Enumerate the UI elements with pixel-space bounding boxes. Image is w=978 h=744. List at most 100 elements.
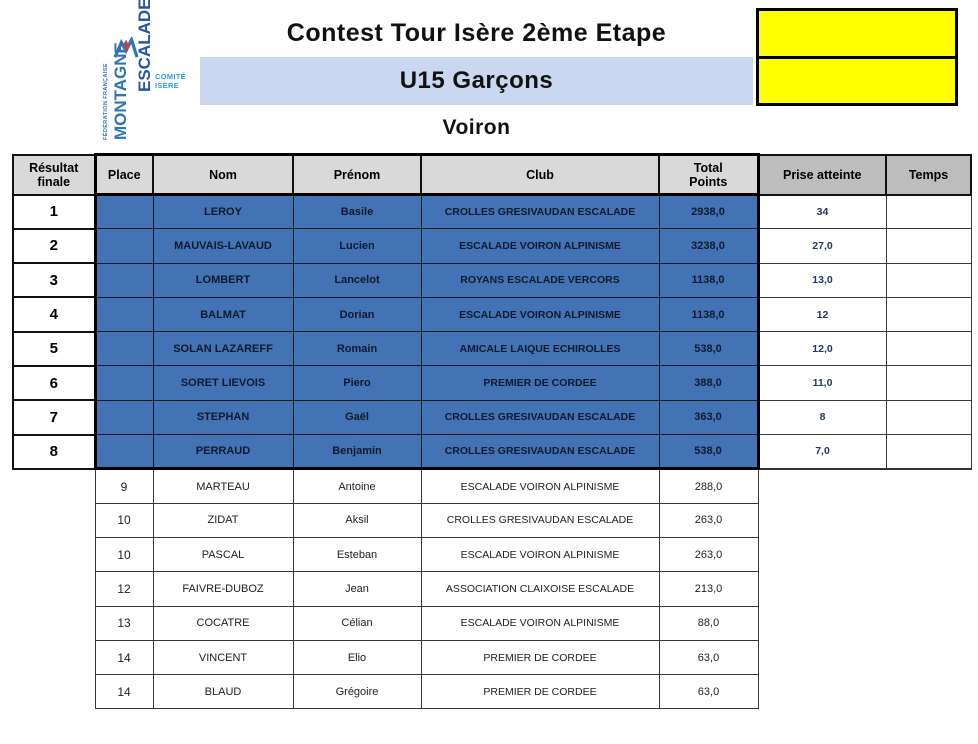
table-row: 8 PERRAUD Benjamin CROLLES GRESIVAUDAN ESCA…	[12, 433, 972, 471]
cell-club: PREMIER DE CORDEE	[420, 639, 660, 676]
logo-committee-line1: COMITÉ	[155, 72, 186, 81]
cell-resultat: 7	[12, 399, 96, 436]
cell-place	[93, 331, 154, 367]
cell-prenom: Jean	[292, 571, 422, 607]
cell-place	[93, 228, 154, 264]
cell-extra-empty	[758, 606, 971, 640]
cell-place	[93, 296, 154, 333]
cell-prenom: Gaël	[292, 399, 422, 436]
cell-nom: PASCAL	[152, 536, 294, 573]
cell-total: 63,0	[658, 639, 759, 676]
cell-prenom: Esteban	[292, 536, 422, 573]
results-table: Résultat finale Place Nom Prénom Club To…	[12, 153, 972, 710]
table-row: 5 SOLAN LAZAREFF Romain AMICALE LAIQUE ECHI…	[12, 330, 972, 367]
cell-nom: STEPHAN	[152, 399, 294, 436]
cell-prenom: Basile	[292, 193, 422, 230]
cell-resultat: 3	[12, 262, 96, 299]
col-header-place: Place	[93, 153, 154, 196]
cell-resultat-empty	[13, 572, 95, 606]
cell-place	[93, 193, 154, 230]
cell-club: PREMIER DE CORDEE	[420, 674, 660, 710]
logo-escalade-label: ESCALADE	[135, 0, 154, 92]
cell-prise: 11,0	[757, 365, 887, 401]
cell-club: CROLLES GRESIVAUDAN ESCALADE	[420, 193, 660, 230]
cell-prenom: Piero	[292, 365, 422, 401]
cell-prise: 34	[757, 193, 887, 230]
cell-prenom: Romain	[292, 331, 422, 367]
cell-place: 10	[94, 536, 154, 573]
cell-temps	[885, 228, 972, 264]
cell-total: 2938,0	[658, 193, 760, 230]
cell-place: 14	[94, 674, 154, 710]
cell-club: ESCALADE VOIRON ALPINISME	[420, 605, 660, 641]
cell-resultat-empty	[13, 537, 95, 571]
mountain-logo-icon	[111, 35, 141, 64]
col-header-temps: Temps	[885, 153, 972, 196]
table-row: 7 STEPHAN Gaël CROLLES GRESIVAUDAN ESCALADE…	[12, 399, 972, 436]
cell-club: CROLLES GRESIVAUDAN ESCALADE	[420, 399, 660, 436]
cell-total: 263,0	[658, 536, 759, 573]
cell-nom: PERRAUD	[152, 434, 294, 471]
cell-resultat-empty	[13, 469, 95, 503]
cell-total: 538,0	[658, 331, 760, 367]
cell-resultat: 6	[12, 364, 96, 402]
yellow-cell-bottom	[759, 58, 955, 103]
cell-total: 3238,0	[658, 228, 760, 264]
table-row: 6 SORET LIEVOIS Piero PREMIER DE CORDEE 388,…	[12, 364, 972, 402]
cell-extra-empty	[758, 675, 971, 709]
table-row: 9 MARTEAU Antoine ESCALADE VOIRON ALPINISME…	[13, 468, 971, 504]
col-header-nom: Nom	[152, 153, 294, 196]
cell-resultat: 2	[12, 227, 96, 265]
cell-nom: COCATRE	[152, 605, 294, 641]
cell-resultat: 1	[12, 193, 96, 230]
cell-total: 213,0	[658, 571, 759, 607]
yellow-cells	[756, 8, 958, 106]
cell-resultat: 8	[12, 433, 96, 470]
table-row: 14 BLAUD Grégoire PREMIER DE CORDEE 63,0	[13, 674, 971, 710]
cell-extra-empty	[758, 572, 971, 606]
col-header-prenom: Prénom	[292, 153, 422, 196]
cell-total: 388,0	[658, 365, 760, 401]
table-row: 14 VINCENT Elio PREMIER DE CORDEE 63,0	[13, 639, 971, 676]
cell-nom: LEROY	[152, 193, 294, 230]
cell-place: 14	[94, 639, 154, 676]
cell-total: 288,0	[658, 468, 759, 504]
table-row: 1 LEROY Basile CROLLES GRESIVAUDAN ESCALADE…	[12, 193, 972, 230]
table-row: 4 BALMAT Dorian ESCALADE VOIRON ALPINISME 11…	[12, 296, 972, 333]
cell-nom: LOMBERT	[152, 262, 294, 298]
yellow-cell-top	[759, 11, 955, 59]
cell-total: 363,0	[658, 399, 760, 436]
cell-extra-empty	[758, 469, 971, 503]
cell-temps	[885, 331, 972, 367]
venue-title: Voiron	[442, 115, 511, 139]
cell-prise: 12,0	[757, 331, 887, 367]
cell-prenom: Lancelot	[292, 262, 422, 298]
cell-club: ASSOCIATION CLAIXOISE ESCALADE	[420, 571, 660, 607]
cell-resultat-empty	[13, 675, 95, 709]
cell-club: ESCALADE VOIRON ALPINISME	[420, 536, 660, 573]
page-title: Contest Tour Isère 2ème Etape	[286, 19, 667, 47]
logo-montagne-label: MONTAGNE	[111, 42, 130, 140]
cell-prenom: Lucien	[292, 228, 422, 264]
cell-club: ESCALADE VOIRON ALPINISME	[420, 468, 660, 504]
results-table-body: 1 LEROY Basile CROLLES GRESIVAUDAN ESCALADE…	[12, 193, 972, 710]
cell-total: 88,0	[658, 605, 759, 641]
cell-nom: FAIVRE-DUBOZ	[152, 571, 294, 607]
cell-total: 1138,0	[658, 296, 760, 333]
table-row: 13 COCATRE Célian ESCALADE VOIRON ALPINISME…	[13, 605, 971, 641]
cell-nom: ZIDAT	[152, 502, 294, 538]
results-table-header: Résultat finale Place Nom Prénom Club To…	[12, 153, 972, 196]
cell-extra-empty	[758, 640, 971, 674]
header-row: Résultat finale Place Nom Prénom Club To…	[12, 153, 972, 196]
cell-prise: 27,0	[757, 228, 887, 264]
col-header-total-points: Total Points	[658, 153, 760, 196]
cell-prenom: Antoine	[292, 468, 422, 504]
cell-resultat-empty	[13, 640, 95, 674]
cell-resultat: 5	[12, 330, 96, 367]
cell-club: ESCALADE VOIRON ALPINISME	[420, 228, 660, 264]
logo-committee-line2: ISÈRE	[155, 81, 180, 90]
cell-prenom: Dorian	[292, 296, 422, 333]
cell-club: AMICALE LAIQUE ECHIROLLES	[420, 331, 660, 367]
cell-total: 263,0	[658, 502, 759, 538]
